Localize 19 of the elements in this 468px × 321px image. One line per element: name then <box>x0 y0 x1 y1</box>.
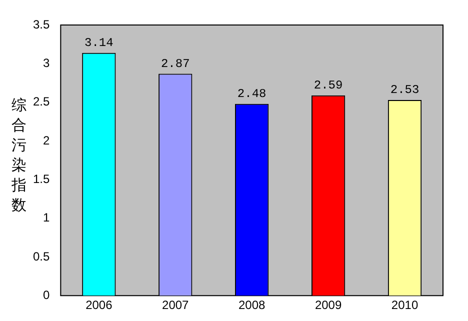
data-label: 2.53 <box>390 83 420 98</box>
data-label: 2.87 <box>160 56 190 71</box>
data-label: 2.59 <box>314 78 343 93</box>
y-tick-label: 0 <box>42 288 50 302</box>
x-tick-label: 2006 <box>86 298 113 312</box>
x-tick-label: 2007 <box>162 298 190 312</box>
data-label: 3.14 <box>84 36 114 50</box>
data-label: 2.48 <box>237 87 266 102</box>
y-tick-label: 2 <box>42 133 50 148</box>
y-tick-label: 2.5 <box>32 94 50 109</box>
y-tick-label: 0.5 <box>32 249 50 264</box>
y-tick-label: 3.5 <box>32 17 50 32</box>
x-tick-label: 2010 <box>391 298 418 312</box>
y-tick-label: 3 <box>42 56 50 70</box>
x-tick-label: 2009 <box>314 298 342 312</box>
x-tick-label: 2008 <box>238 298 266 312</box>
y-axis-title: 综合污染指数 <box>10 95 28 215</box>
y-tick-label: 1 <box>42 210 50 225</box>
y-tick-label: 1.5 <box>32 172 50 186</box>
